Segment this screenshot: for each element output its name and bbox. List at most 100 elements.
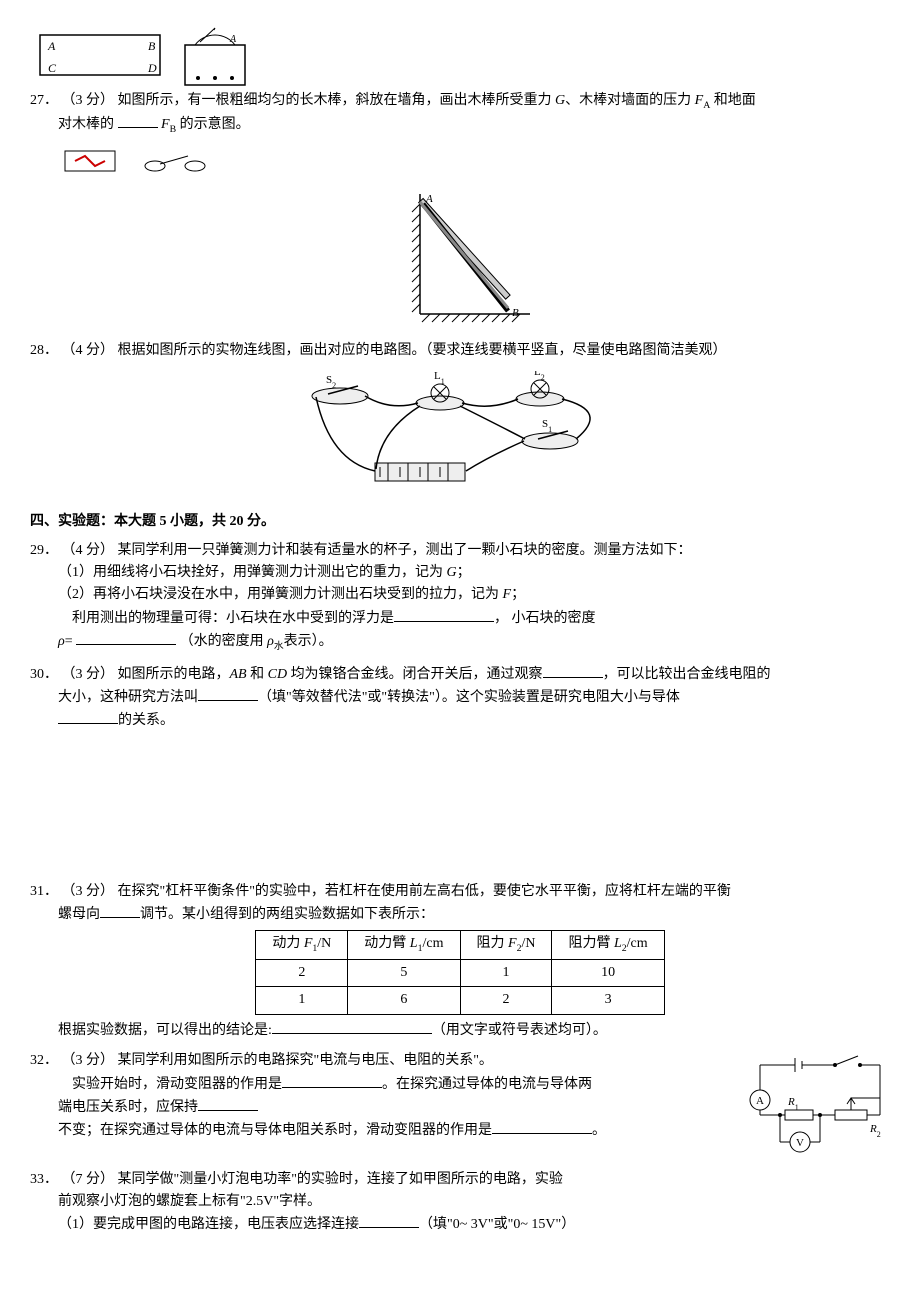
td: 1 xyxy=(460,959,552,986)
q29-p1: （1）用细线将小石块拴好，用弹簧测力计测出它的重力，记为 G； xyxy=(30,562,890,584)
q32-line2a: 实验开始时，滑动变阻器的作用是 xyxy=(72,1077,282,1092)
q31-blank2 xyxy=(272,1019,432,1034)
q27-figure: A B xyxy=(30,184,890,332)
q29-p2: （2）再将小石块浸没在水中，用弹簧测力计测出石块受到的拉力，记为 F； xyxy=(30,584,890,606)
td: 5 xyxy=(348,959,460,986)
q32-line4b: 。 xyxy=(592,1123,606,1138)
q32-line3: 端电压关系时，应保持 xyxy=(30,1096,730,1119)
q32-line2: 实验开始时，滑动变阻器的作用是。在探究通过导体的电流与导体两 xyxy=(30,1073,730,1096)
q30-text-a: 如图所示的电路， xyxy=(118,667,230,682)
q29-rho2: ρ xyxy=(267,634,274,649)
question-30: 30． （3 分） 如图所示的电路，AB 和 CD 均为镍铬合金线。闭合开关后，… xyxy=(30,663,890,733)
q31-blank1 xyxy=(100,903,140,918)
question-27: 27． （3 分） 如图所示，有一根粗细均匀的长木棒，斜放在墙角，画出木棒所受重… xyxy=(30,90,890,138)
q27-text-a: 如图所示，有一根粗细均匀的长木棒，斜放在墙角，画出木棒所受重力 xyxy=(118,93,556,108)
q29-blank2 xyxy=(76,630,176,645)
q27-line2a: 对木棒的 xyxy=(58,117,114,132)
q29-rhowater: 水 xyxy=(274,641,284,652)
device-icon-1 xyxy=(60,146,120,176)
th-L1: 动力臂 L1/cm xyxy=(348,931,460,959)
q31-line2: 螺母向 调节。某小组得到的两组实验数据如下表所示： xyxy=(30,903,890,926)
q33-number: 33． xyxy=(30,1172,58,1187)
q32-line4a: 不变；在探究通过导体的电流与导体电阻关系时，滑动变阻器的作用是 xyxy=(58,1123,492,1138)
td: 6 xyxy=(348,987,460,1014)
svg-text:A: A xyxy=(756,1095,764,1107)
q27-fig-A: A xyxy=(425,193,433,205)
q32-figure: A R1 R2 V xyxy=(740,1050,890,1168)
q31-conc-b: （用文字或符号表述均可）。 xyxy=(432,1023,607,1038)
q30-blank1 xyxy=(543,663,603,678)
label-A: A xyxy=(47,39,56,53)
q30-line2: 大小，这种研究方法叫 （填"等效替代法"或"转换法"）。这个实验装置是研究电阻大小… xyxy=(30,686,890,709)
page-gap xyxy=(30,741,890,881)
q29-eq: = xyxy=(65,634,73,649)
q29-points: （4 分） xyxy=(62,543,115,558)
q29-p2a: （2）再将小石块浸没在水中，用弹簧测力计测出石块受到的拉力，记为 xyxy=(58,587,503,602)
q30-blank3 xyxy=(58,709,118,724)
svg-text:V: V xyxy=(796,1137,804,1149)
q30-line2b: （填"等效替代法"或"转换法"）。这个实验装置是研究电阻大小与导体 xyxy=(258,690,680,705)
table-row: 2 5 1 10 xyxy=(256,959,664,986)
q28-text: 根据如图所示的实物连线图，画出对应的电路图。（要求连线要横平竖直，尽量使电路图简… xyxy=(118,343,727,358)
q30-line3t: 的关系。 xyxy=(118,713,174,728)
q29-p4: ρ= （水的密度用 ρ水表示）。 xyxy=(30,630,890,654)
q33-p1a: （1）要完成甲图的电路连接，电压表应选择连接 xyxy=(58,1217,359,1232)
circuit-schematic: A R1 R2 V xyxy=(740,1050,890,1160)
bulb-L1: L1 xyxy=(416,371,464,410)
q33-p1b: （填"0~ 3V"或"0~ 15V"） xyxy=(419,1217,575,1232)
th-L2: 阻力臂 L2/cm xyxy=(552,931,664,959)
td: 2 xyxy=(256,959,348,986)
q28-figure: S2 L1 L2 S1 xyxy=(30,371,890,499)
th-F1: 动力 F1/N xyxy=(256,931,348,959)
q30-CD: CD xyxy=(268,667,287,682)
q30-number: 30． xyxy=(30,667,58,682)
q32-line4: 不变；在探究通过导体的电流与导体电阻关系时，滑动变阻器的作用是 。 xyxy=(30,1119,730,1142)
td: 10 xyxy=(552,959,664,986)
rectangle-diagram: A B C D xyxy=(30,20,170,80)
switch-S1: S1 xyxy=(522,418,578,449)
question-28: 28． （4 分） 根据如图所示的实物连线图，画出对应的电路图。（要求连线要横平… xyxy=(30,340,890,362)
q27-var-G: G xyxy=(555,93,565,108)
question-32: 32． （3 分） 某同学利用如图所示的电路探究"电流与电压、电阻的关系"。 实… xyxy=(30,1050,730,1143)
svg-text:L1: L1 xyxy=(434,371,445,386)
q30-text-d: ，可以比较出合金线电阻的 xyxy=(603,667,771,682)
q32-blank3 xyxy=(492,1119,592,1134)
q27-blank xyxy=(118,113,158,128)
q31-conc-a: 根据实验数据，可以得出的结论是: xyxy=(58,1023,272,1038)
q27-var-FB: F xyxy=(161,117,170,132)
q33-p1: （1）要完成甲图的电路连接，电压表应选择连接 （填"0~ 3V"或"0~ 15V"… xyxy=(30,1213,890,1236)
svg-text:R2: R2 xyxy=(869,1123,881,1139)
q29-p4e: 表示）。 xyxy=(284,634,333,649)
q31-line2a: 螺母向 xyxy=(58,907,100,922)
q31-line2b: 调节。某小组得到的两组实验数据如下表所示： xyxy=(140,907,434,922)
label-D: D xyxy=(147,61,157,75)
q30-text-b: 和 xyxy=(247,667,268,682)
q27-number: 27． xyxy=(30,93,58,108)
q33-line2: 前观察小灯泡的螺旋套上标有"2.5V"字样。 xyxy=(30,1191,890,1213)
q27-line2: 对木棒的 FB 的示意图。 xyxy=(30,113,890,137)
q27-text-b: 、木棒对墙面的压力 xyxy=(565,93,695,108)
q33-text-a: 某同学做"测量小灯泡电功率"的实验时，连接了如甲图所示的电路，实验 xyxy=(118,1172,563,1187)
table-row: 1 6 2 3 xyxy=(256,987,664,1014)
svg-text:A: A xyxy=(229,34,237,45)
q30-line2a: 大小，这种研究方法叫 xyxy=(58,690,198,705)
q32-blank1 xyxy=(282,1073,382,1088)
wall-rod-diagram: A B xyxy=(380,184,540,324)
q29-p3: 利用测出的物理量可得：小石块在水中受到的浮力是， 小石块的密度 xyxy=(30,607,890,630)
q29-p1a: （1）用细线将小石块拴好，用弹簧测力计测出它的重力，记为 xyxy=(58,565,447,580)
q29-F: F xyxy=(503,587,512,602)
q30-points: （3 分） xyxy=(62,667,115,682)
q27-text-c: 和地面 xyxy=(710,93,756,108)
q27-line2b: 的示意图。 xyxy=(176,117,250,132)
q27-var-FA: F xyxy=(695,93,704,108)
q29-p2b: ； xyxy=(511,587,525,602)
top-diagram-row: A B C D A xyxy=(30,20,890,90)
q28-number: 28． xyxy=(30,343,58,358)
q29-G: G xyxy=(447,565,457,580)
battery xyxy=(375,463,465,481)
switch-S2: S2 xyxy=(312,374,368,404)
q31-conclusion: 根据实验数据，可以得出的结论是: （用文字或符号表述均可）。 xyxy=(30,1019,890,1042)
label-C: C xyxy=(48,61,57,75)
q32-number: 32． xyxy=(30,1053,58,1068)
q32-line3a: 端电压关系时，应保持 xyxy=(58,1100,198,1115)
